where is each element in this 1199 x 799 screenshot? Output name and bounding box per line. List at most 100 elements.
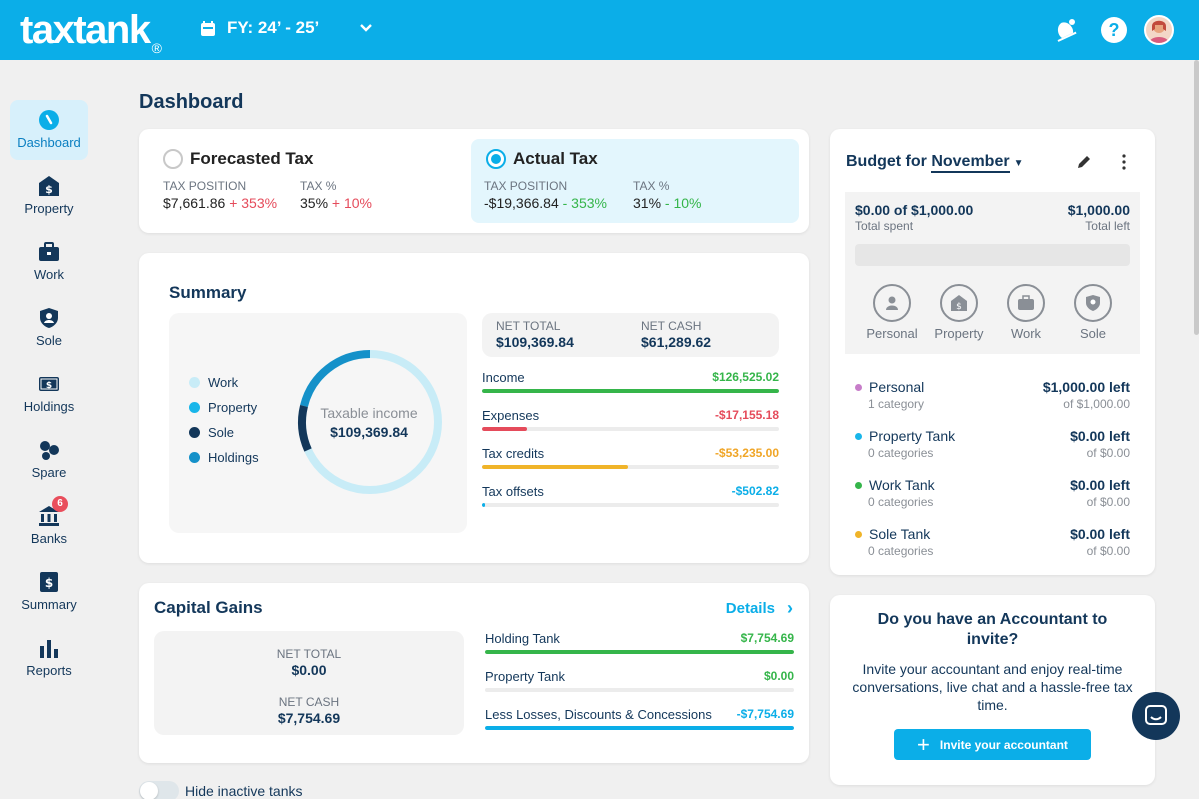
caret-down-icon[interactable]: ▼ [1013, 158, 1024, 169]
calendar-icon [201, 20, 215, 36]
property-icon: $ [39, 176, 59, 196]
help-icon[interactable]: ? [1101, 17, 1127, 43]
sidebar-item-work[interactable]: Work [10, 232, 88, 292]
sidebar-item-holdings[interactable]: $ Holdings [10, 364, 88, 424]
banks-icon [39, 506, 59, 526]
page-title: Dashboard [139, 91, 244, 113]
invite-accountant-button[interactable]: + Invite your accountant [894, 729, 1091, 760]
sidebar-item-reports[interactable]: Reports [10, 628, 88, 688]
page-scrollbar[interactable] [1194, 60, 1199, 335]
tax-position-card: Forecasted Tax TAX POSITION $7,661.86 + … [139, 129, 809, 233]
financial-year-selector[interactable]: FY: 24’ - 25’ [200, 18, 373, 38]
taxtank-logo[interactable]: taxtank ® [20, 8, 162, 56]
sidebar: Dashboard $ Property Work Sole $ Holding… [0, 60, 100, 799]
chat-launcher-button[interactable] [1132, 692, 1180, 740]
actual-tax-radio[interactable] [486, 149, 506, 169]
chevron-down-icon[interactable] [359, 23, 373, 33]
chat-icon [1145, 705, 1167, 725]
sidebar-item-spare[interactable]: Spare [10, 430, 88, 490]
budget-category-personal[interactable]: Personal [857, 284, 927, 341]
donut-center-label: Taxable income [320, 405, 418, 421]
cg-row-holding-tank[interactable]: Holding Tank $7,754.69 [485, 631, 794, 667]
budget-card: Budget for November ▼ $0.00 of $1,000.00 … [830, 129, 1155, 575]
actual-tax-position: -$19,366.84 - 353% [484, 195, 607, 211]
cg-net-cash-value: $7,754.69 [277, 710, 341, 726]
cg-row-losses[interactable]: Less Losses, Discounts & Concessions -$7… [485, 707, 794, 743]
work-icon [39, 242, 59, 261]
holdings-icon: $ [39, 377, 59, 391]
sidebar-item-summary[interactable]: $ Summary [10, 562, 88, 622]
dashboard-icon [39, 110, 59, 130]
sidebar-item-dashboard[interactable]: Dashboard [10, 100, 88, 160]
tax-offsets-bar [482, 503, 485, 507]
budget-title: Budget for November ▼ [846, 153, 1024, 173]
budget-category-sole[interactable]: Sole [1058, 284, 1128, 341]
tax-credits-bar [482, 465, 628, 469]
budget-progress-bar [855, 244, 1130, 266]
taxable-income-donut[interactable] [294, 346, 446, 498]
svg-text:$: $ [45, 576, 53, 590]
invite-accountant-text: Invite your accountant and enjoy real-ti… [852, 661, 1133, 713]
fy-label: FY: 24’ - 25’ [227, 18, 320, 37]
actual-tax-percent: 31% - 10% [633, 195, 702, 211]
top-bar: taxtank ® FY: 24’ - 25’ ? [0, 0, 1199, 60]
donut-center-value: $109,369.84 [330, 424, 408, 440]
sidebar-item-banks[interactable]: Banks 6 [30, 496, 68, 546]
income-bar [482, 389, 779, 393]
forecasted-tax-radio[interactable] [163, 149, 183, 169]
budget-category-property[interactable]: $ Property [924, 284, 994, 341]
summary-row-income[interactable]: Income $126,525.02 [482, 370, 779, 406]
budget-category-work[interactable]: Work [991, 284, 1061, 341]
total-left-value: $1,000.00 [1067, 202, 1130, 218]
sole-icon [1086, 295, 1100, 311]
actual-tax-option[interactable]: Actual Tax TAX POSITION -$19,366.84 - 35… [471, 139, 799, 223]
user-avatar[interactable] [1144, 15, 1174, 45]
summary-card: Summary Work Property Sole Holdings Taxa… [139, 253, 809, 563]
legend-sole[interactable]: Sole [189, 425, 234, 440]
invite-accountant-title: Do you have an Accountant to invite? [877, 611, 1108, 648]
forecasted-tax-position: $7,661.86 + 353% [163, 195, 278, 211]
chevron-right-icon: › [787, 598, 793, 618]
sidebar-item-sole[interactable]: Sole [10, 298, 88, 358]
more-vert-icon[interactable] [1121, 154, 1127, 170]
summary-row-tax-offsets[interactable]: Tax offsets -$502.82 [482, 484, 779, 520]
budget-month-selector[interactable]: November [931, 153, 1010, 173]
reports-icon [40, 640, 58, 658]
svg-text:$: $ [956, 302, 962, 312]
spare-icon [40, 441, 59, 460]
summary-row-expenses[interactable]: Expenses -$17,155.18 [482, 408, 779, 444]
cg-row-property-tank[interactable]: Property Tank $0.00 [485, 669, 794, 705]
legend-property[interactable]: Property [189, 400, 257, 415]
legend-work[interactable]: Work [189, 375, 238, 390]
legend-holdings[interactable]: Holdings [189, 450, 259, 465]
property-icon: $ [951, 295, 967, 312]
forecasted-tax-option[interactable]: Forecasted Tax TAX POSITION $7,661.86 + … [163, 149, 373, 211]
cg-net-total-value: $0.00 [291, 662, 327, 678]
edit-icon[interactable] [1076, 154, 1092, 170]
plus-icon: + [917, 731, 930, 757]
budget-row-property-tank[interactable]: Property Tank 0 categories $0.00 left of… [855, 428, 1130, 468]
net-summary: NET TOTAL $109,369.84 NET CASH $61,289.6… [482, 313, 779, 357]
total-spent-value: $0.00 of $1,000.00 [855, 202, 974, 218]
person-icon [886, 296, 898, 310]
budget-row-work-tank[interactable]: Work Tank 0 categories $0.00 left of $0.… [855, 477, 1130, 517]
budget-row-sole-tank[interactable]: Sole Tank 0 categories $0.00 left of $0.… [855, 526, 1130, 566]
sidebar-item-property[interactable]: $ Property [10, 166, 88, 226]
budget-row-personal[interactable]: Personal 1 category $1,000.00 left of $1… [855, 379, 1130, 419]
budget-overview: $0.00 of $1,000.00 Total spent $1,000.00… [845, 192, 1140, 354]
net-cash-value: $61,289.62 [641, 334, 712, 350]
summary-row-tax-credits[interactable]: Tax credits -$53,235.00 [482, 446, 779, 482]
hide-inactive-toggle[interactable] [139, 781, 179, 799]
capital-gains-details-link[interactable]: Details › [725, 598, 793, 618]
notifications-icon[interactable] [1050, 15, 1080, 45]
capital-gains-net: NET TOTAL $0.00 NET CASH $7,754.69 [154, 631, 464, 735]
hide-inactive-toggle-row: Hide inactive tanks [139, 781, 303, 799]
net-total-value: $109,369.84 [496, 334, 574, 350]
capital-gains-title: Capital Gains [154, 598, 263, 617]
donut-segment-sole [298, 405, 312, 452]
sole-icon [40, 308, 58, 328]
capital-gains-card: Capital Gains Details › NET TOTAL $0.00 N… [139, 583, 809, 763]
banks-badge: 6 [52, 496, 68, 512]
forecasted-tax-percent: 35% + 10% [300, 195, 373, 211]
summary-icon: $ [40, 572, 58, 592]
